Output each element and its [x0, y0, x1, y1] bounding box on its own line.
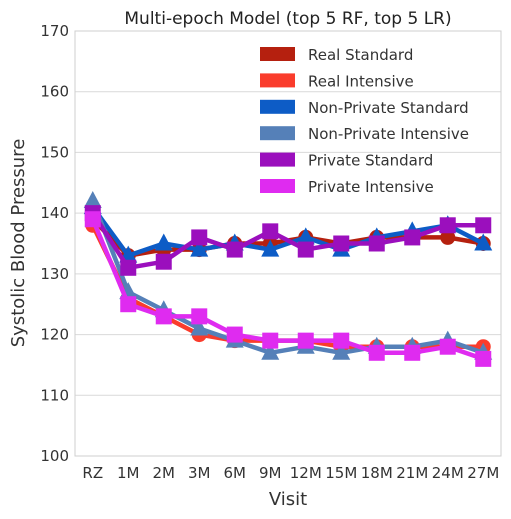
data-point [226, 326, 243, 343]
y-tick-label: 120 [40, 326, 69, 344]
data-point [332, 342, 351, 360]
y-tick-label: 170 [40, 22, 69, 40]
series-layer [83, 191, 493, 367]
data-point [261, 239, 280, 257]
legend-swatch [260, 126, 295, 141]
legend-label: Private Standard [308, 152, 433, 170]
data-point [297, 332, 314, 349]
data-point [191, 308, 208, 325]
data-point [190, 318, 209, 336]
data-point [475, 350, 492, 367]
series-group [84, 205, 492, 276]
y-tick-label: 100 [40, 447, 69, 465]
data-point [84, 211, 101, 228]
y-tick-labels: 100 110 120 130 140 150 160 170 [40, 22, 69, 465]
legend-swatch [260, 99, 295, 114]
legend-label: Real Intensive [308, 72, 414, 90]
data-point [226, 241, 243, 258]
data-point [439, 338, 456, 355]
legend-swatch [260, 152, 295, 167]
data-point [333, 235, 350, 252]
data-point [120, 296, 137, 313]
x-tick-label: RZ [82, 464, 103, 482]
data-point [404, 344, 421, 361]
data-point [296, 227, 315, 245]
y-tick-label: 110 [40, 386, 69, 404]
x-tick-label: 18M [361, 464, 393, 482]
data-point [155, 253, 172, 270]
data-point [155, 308, 172, 325]
data-point [120, 259, 137, 276]
data-point [440, 229, 456, 245]
legend-label: Non-Private Standard [308, 99, 469, 117]
legend: Real Standard Real Intensive Non-Private S… [260, 46, 469, 196]
x-axis-title: Visit [269, 489, 307, 510]
x-tick-label: 27M [467, 464, 499, 482]
legend-swatch [260, 73, 295, 88]
legend-swatch [260, 47, 295, 61]
data-point [154, 233, 173, 251]
x-tick-label: 12M [290, 464, 322, 482]
x-tick-label: 2M [153, 464, 176, 482]
data-point [262, 223, 279, 240]
legend-label: Non-Private Intensive [308, 125, 469, 143]
data-point [261, 342, 280, 360]
x-tick-label: 1M [117, 464, 140, 482]
data-point [474, 233, 493, 251]
x-tick-labels: RZ 1M 2M 3M 6M 9M 12M 15M 18M 21M 24M 27M [82, 464, 499, 482]
data-point [368, 344, 385, 361]
data-point [191, 229, 208, 246]
legend-swatch [260, 179, 295, 193]
y-tick-label: 140 [40, 204, 69, 222]
y-tick-label: 130 [40, 265, 69, 283]
y-tick-label: 160 [40, 83, 69, 101]
x-tick-label: 15M [325, 464, 357, 482]
y-axis-title: Systolic Blood Pressure [8, 139, 29, 348]
chart-title: Multi-epoch Model (top 5 RF, top 5 LR) [124, 9, 451, 29]
data-point [404, 229, 421, 246]
x-tick-label: 21M [396, 464, 428, 482]
x-tick-label: 3M [188, 464, 211, 482]
x-tick-label: 6M [224, 464, 247, 482]
x-tick-label: 24M [432, 464, 464, 482]
data-point [333, 332, 350, 349]
plot-frame [74, 30, 502, 457]
y-tick-label: 150 [40, 143, 69, 161]
data-point [439, 217, 456, 234]
legend-label: Real Standard [308, 46, 413, 64]
data-point [262, 332, 279, 349]
data-point [475, 217, 492, 234]
data-point [190, 239, 209, 257]
legend-label: Private Intensive [308, 178, 434, 196]
data-point [297, 241, 314, 258]
data-point [83, 191, 102, 208]
series-group [84, 211, 492, 367]
x-tick-label: 9M [259, 464, 282, 482]
data-point [368, 235, 385, 252]
